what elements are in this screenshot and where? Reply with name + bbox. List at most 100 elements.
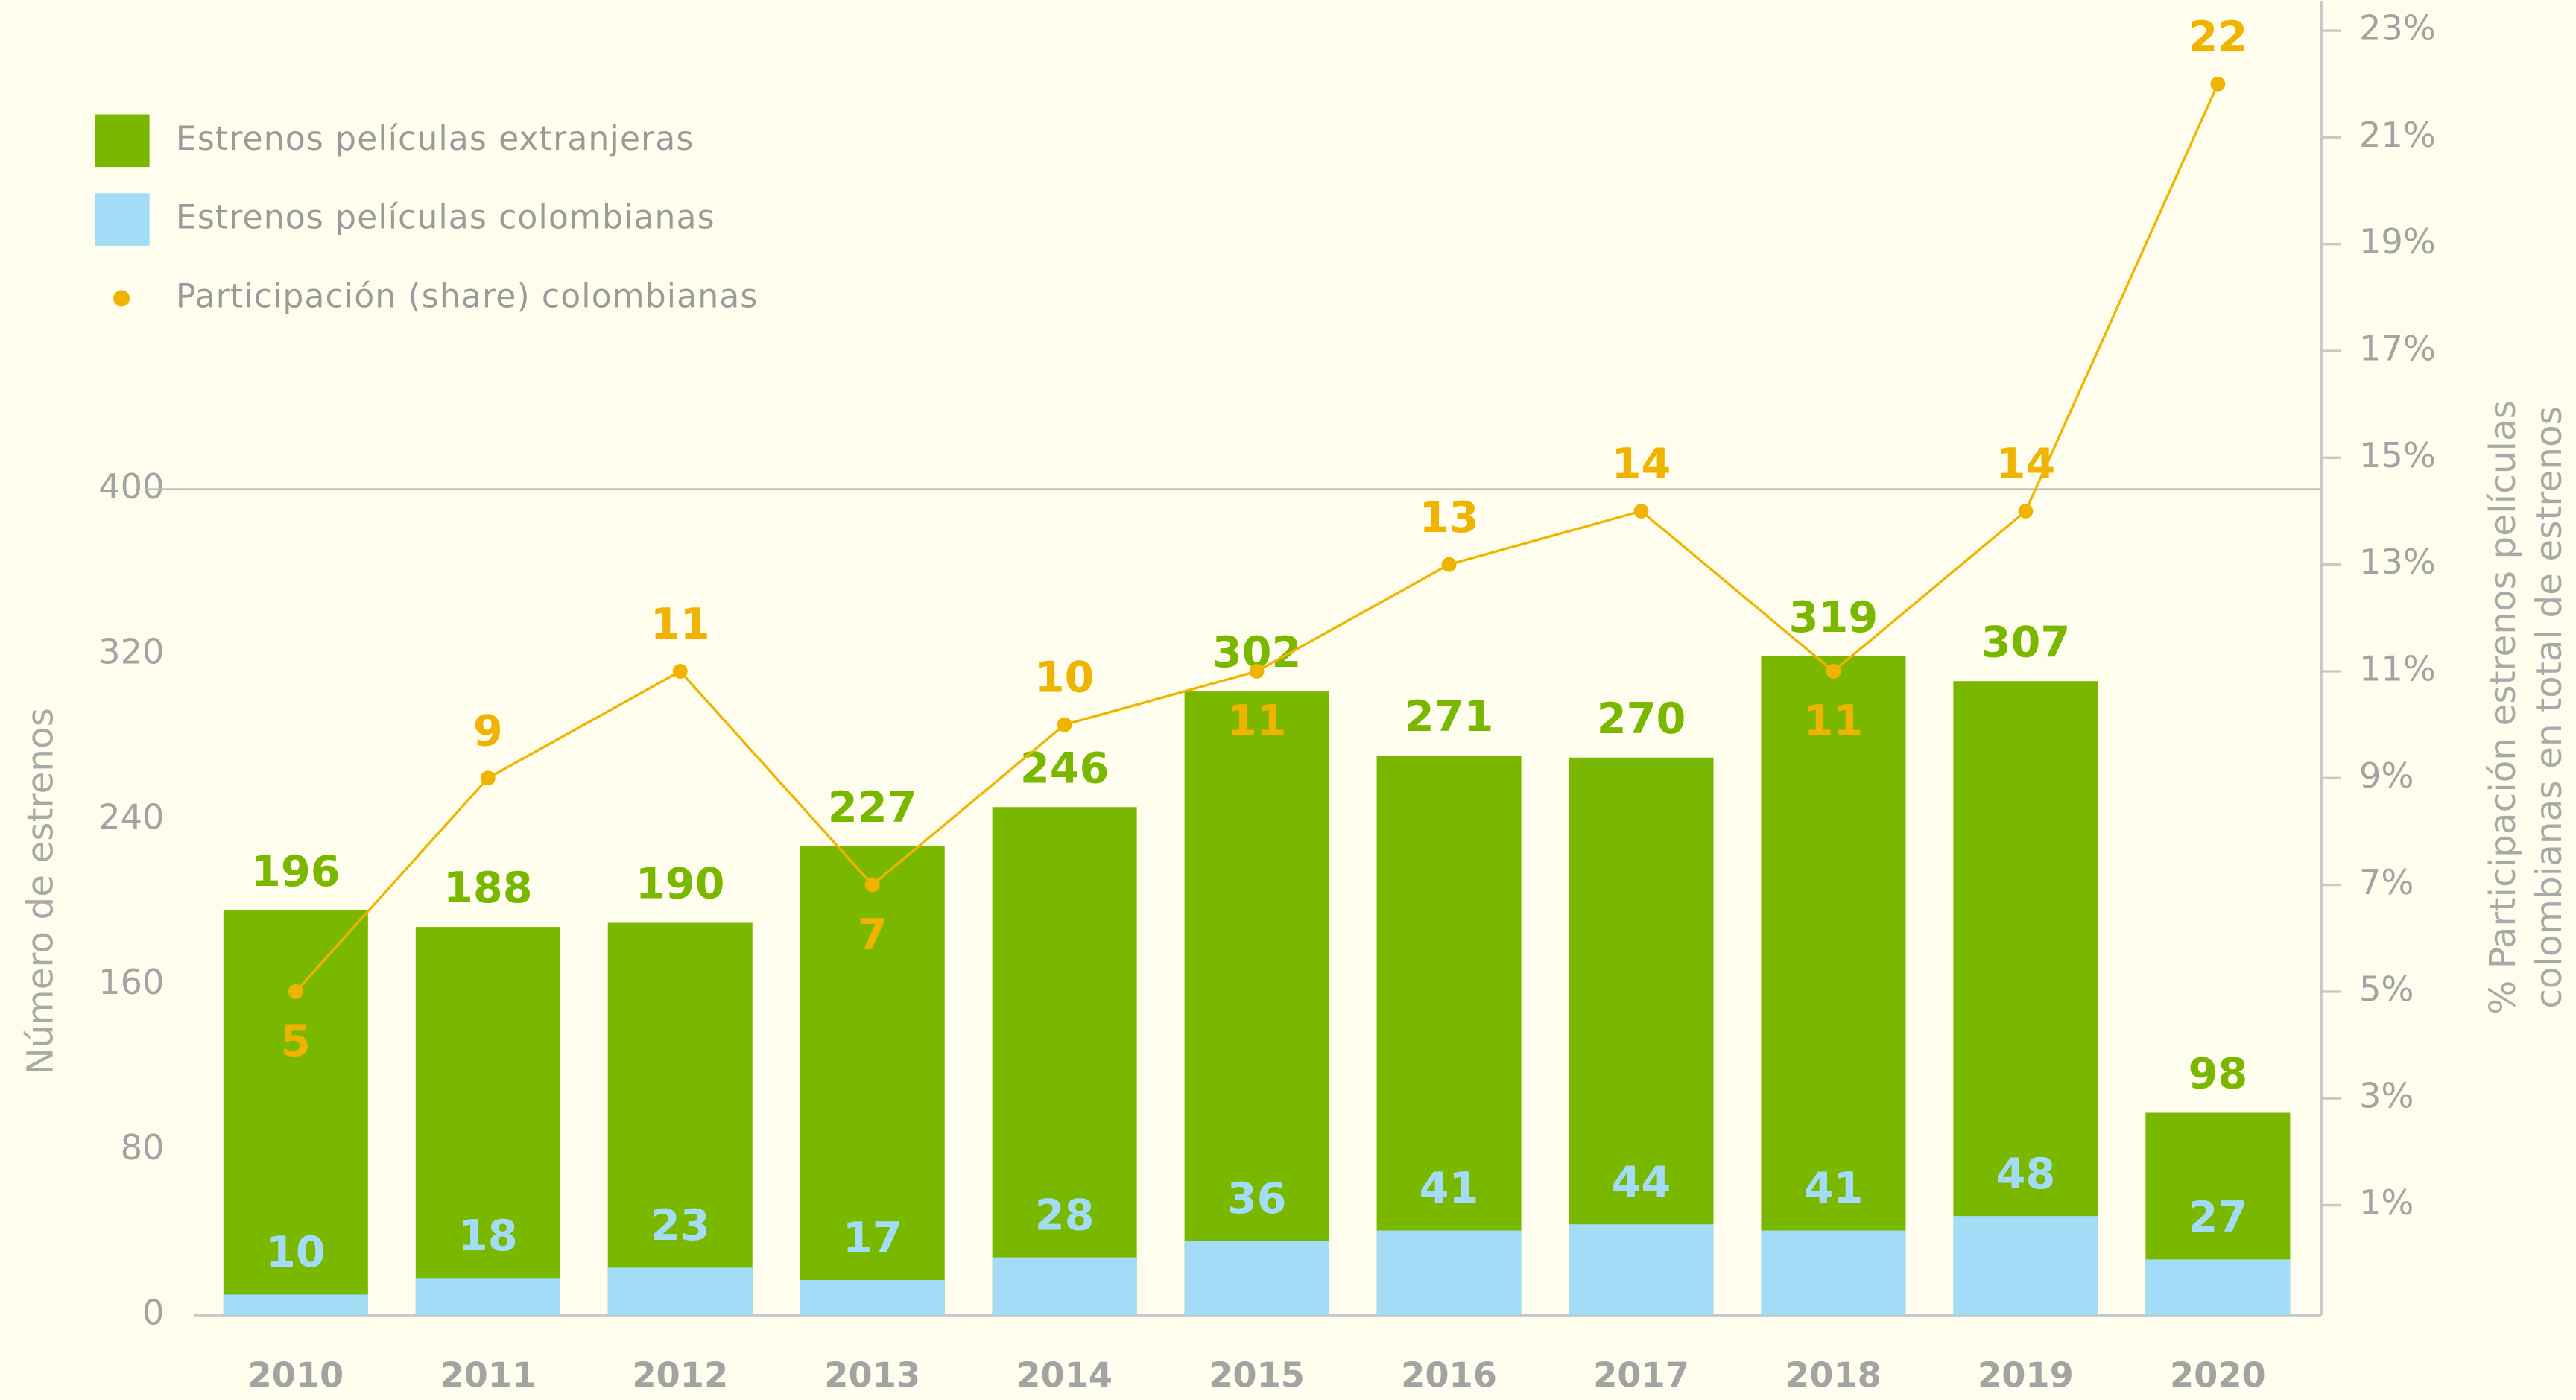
legend-label: Participación (share) colombianas <box>176 277 759 315</box>
data-label: 9 <box>473 706 503 756</box>
data-label: 227 <box>828 782 917 832</box>
bar <box>1953 1216 2098 1316</box>
data-label: 28 <box>1035 1190 1095 1240</box>
line-point <box>1441 557 1457 572</box>
line-point <box>1826 664 1841 679</box>
legend-swatch <box>95 114 150 168</box>
legend-label: Estrenos películas extranjeras <box>176 120 694 158</box>
y-axis-title: Número de estrenos <box>19 708 61 1075</box>
data-label: 319 <box>1789 592 1879 642</box>
legend-label: Estrenos películas colombianas <box>176 199 715 237</box>
x-tick-label: 2010 <box>247 1355 344 1395</box>
data-label: 10 <box>1035 653 1095 703</box>
x-tick-label: 2020 <box>2170 1355 2266 1395</box>
data-label: 41 <box>1420 1163 1479 1213</box>
legend-swatch <box>113 290 130 307</box>
bar <box>992 1257 1137 1316</box>
line-point <box>480 770 496 786</box>
y-tick-label: 160 <box>98 962 164 1002</box>
bar <box>415 1278 560 1316</box>
line-point <box>288 984 303 999</box>
data-label: 98 <box>2188 1049 2247 1099</box>
data-label: 188 <box>443 863 533 913</box>
y2-tick-label: 3% <box>2359 1076 2414 1116</box>
y2-tick-label: 7% <box>2359 862 2414 902</box>
bar <box>992 807 1137 1316</box>
x-tick-label: 2019 <box>1978 1355 2074 1395</box>
data-label: 14 <box>1612 439 1671 489</box>
line-point <box>1057 717 1072 732</box>
data-label: 271 <box>1405 691 1494 741</box>
x-tick-label: 2011 <box>440 1355 536 1395</box>
bar <box>1184 1241 1329 1316</box>
data-label: 18 <box>458 1211 518 1261</box>
y2-tick-label: 19% <box>2359 221 2436 262</box>
data-label: 41 <box>1804 1163 1864 1213</box>
y2-tick-label: 15% <box>2359 435 2436 475</box>
data-label: 270 <box>1597 694 1686 744</box>
x-tick-label: 2017 <box>1593 1355 1689 1395</box>
y2-tick-label: 23% <box>2359 8 2436 48</box>
y2-tick-label: 11% <box>2359 648 2436 688</box>
x-tick-label: 2014 <box>1016 1355 1113 1395</box>
bar <box>1761 656 1906 1316</box>
bar <box>415 927 560 1316</box>
data-label: 196 <box>251 846 341 896</box>
data-label: 307 <box>1981 617 2071 667</box>
bar <box>223 910 368 1316</box>
y2-tick-label: 5% <box>2359 969 2414 1009</box>
y2-tick-label: 9% <box>2359 756 2414 796</box>
x-tick-label: 2015 <box>1209 1355 1305 1395</box>
bar <box>800 846 945 1316</box>
y2-tick-label: 17% <box>2359 329 2436 369</box>
bar <box>1953 681 2098 1316</box>
line-point <box>864 877 880 893</box>
x-tick-label: 2013 <box>824 1355 920 1395</box>
data-label: 11 <box>651 599 710 649</box>
data-label: 36 <box>1227 1173 1287 1223</box>
data-label: 246 <box>1020 743 1110 793</box>
bar <box>607 1267 753 1316</box>
data-label: 190 <box>636 859 725 909</box>
y-tick-label: 240 <box>98 796 164 837</box>
y2-tick-label: 1% <box>2359 1182 2414 1223</box>
bar <box>1761 1230 1906 1316</box>
data-label: 11 <box>1227 696 1287 746</box>
y-tick-label: 80 <box>121 1127 165 1168</box>
data-label: 27 <box>2188 1192 2247 1242</box>
bar <box>1569 1224 1714 1316</box>
bar <box>607 922 753 1316</box>
legend-swatch <box>95 193 150 246</box>
x-tick-label: 2018 <box>1785 1355 1882 1395</box>
data-label: 22 <box>2188 12 2247 62</box>
bar <box>1184 691 1329 1316</box>
bar <box>1376 1230 1522 1316</box>
data-label: 11 <box>1804 696 1864 746</box>
data-label: 14 <box>1996 439 2056 489</box>
bar <box>223 1294 368 1316</box>
y2-tick-label: 21% <box>2359 115 2436 155</box>
data-label: 7 <box>858 910 887 960</box>
y-tick-label: 320 <box>98 632 164 672</box>
bar <box>800 1280 945 1316</box>
x-tick-label: 2016 <box>1401 1355 1497 1395</box>
bar <box>1376 755 1522 1316</box>
line-point <box>1249 664 1265 679</box>
data-label: 10 <box>266 1227 326 1277</box>
bar <box>1569 757 1714 1316</box>
y-tick-label: 400 <box>98 466 164 507</box>
data-label: 44 <box>1612 1157 1671 1207</box>
data-label: 17 <box>843 1213 902 1263</box>
line-point <box>2210 76 2226 92</box>
data-label: 13 <box>1420 492 1479 542</box>
line-point <box>2018 504 2034 519</box>
line-point <box>1633 504 1649 519</box>
y-tick-label: 0 <box>142 1293 164 1333</box>
bar <box>2145 1259 2291 1316</box>
y2-tick-label: 13% <box>2359 542 2436 582</box>
line-point <box>672 664 688 679</box>
y2-axis-title: colombianas en total de estrenos <box>2528 406 2570 1009</box>
data-label: 23 <box>651 1200 710 1250</box>
data-label: 48 <box>1996 1149 2056 1199</box>
